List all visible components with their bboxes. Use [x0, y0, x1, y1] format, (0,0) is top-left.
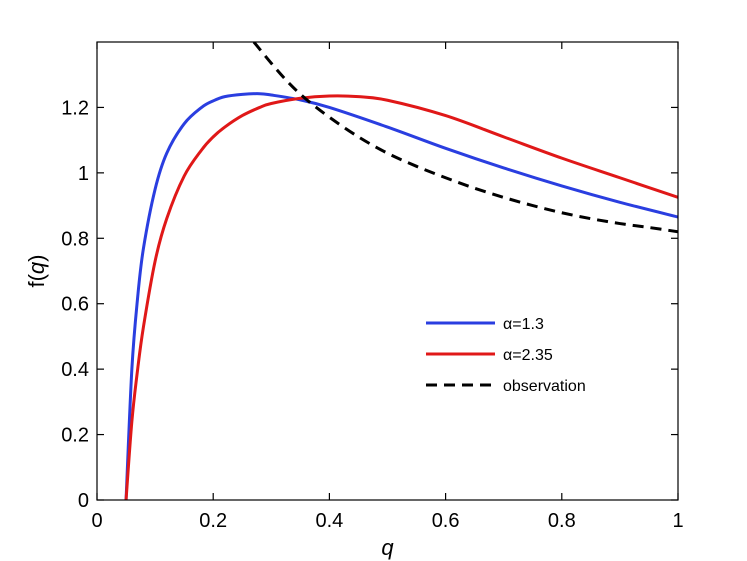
series-line-2 [124, 94, 678, 500]
legend-label-3: observation [503, 378, 586, 395]
plot-background [97, 42, 678, 500]
x-tick-label: 0.4 [315, 510, 343, 532]
y-tick-label: 0 [78, 490, 89, 512]
series-line-3 [252, 42, 678, 234]
y-tick-label: 1.2 [61, 97, 89, 119]
y-tick-label: 0.8 [61, 228, 89, 250]
y-tick-label: 0.6 [61, 294, 89, 316]
plot-area [97, 42, 678, 500]
x-tick-label: 0 [91, 510, 102, 532]
x-tick-label: 0.6 [432, 510, 460, 532]
x-tick-label: 0.8 [548, 510, 576, 532]
axes-frame [96, 41, 679, 501]
legend: α=1.3 α=2.35 observation [426, 316, 586, 395]
y-tick-label: 1 [78, 163, 89, 185]
axes: 0 0.2 0.4 0.6 0.8 1 0 0.2 0.4 0.6 0.8 1 1.2 q f(q) [24, 41, 684, 560]
y-tick-label: 0.4 [61, 359, 89, 381]
y-tick-label: 0.2 [61, 425, 89, 447]
legend-label-1: α=1.3 [503, 316, 544, 333]
legend-label-2: α=2.35 [503, 347, 553, 364]
series-line-1 [124, 92, 678, 500]
x-tick-label: 0.2 [199, 510, 227, 532]
x-tick-label: 1 [672, 510, 683, 532]
y-axis-label: f(q) [24, 254, 49, 287]
x-axis-label: q [381, 535, 394, 560]
